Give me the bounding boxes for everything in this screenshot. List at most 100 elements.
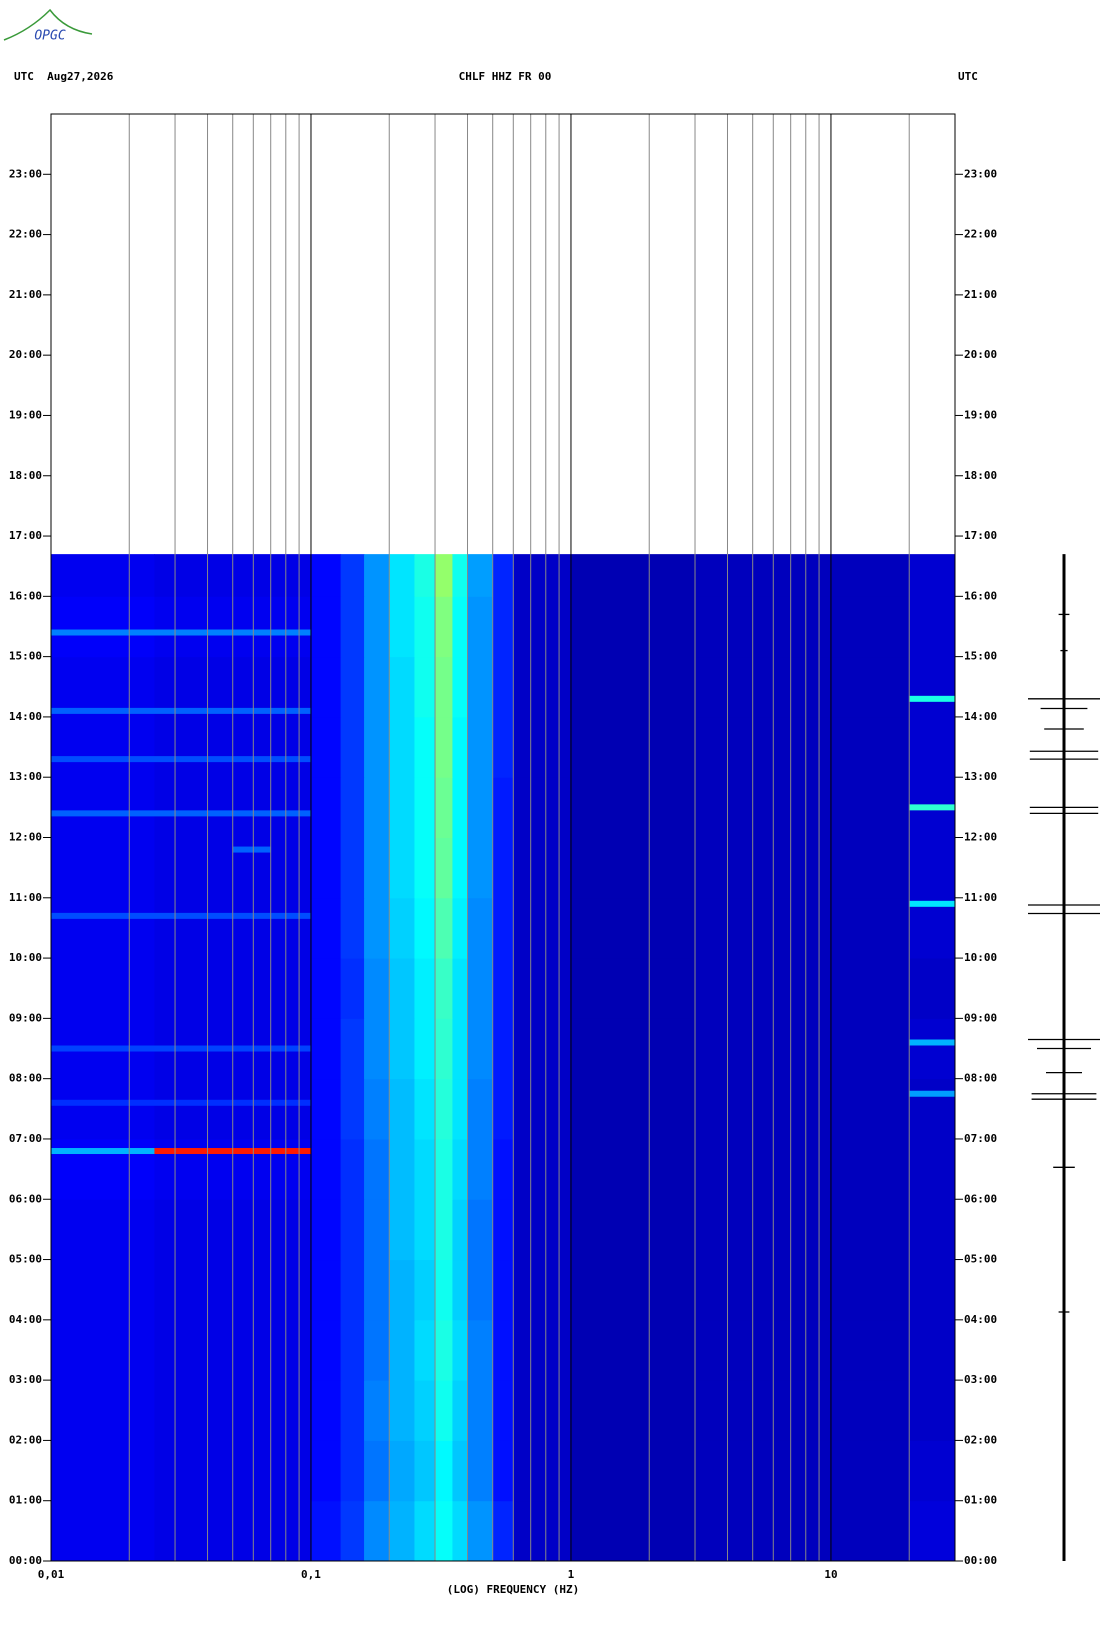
x-tick-label: 10 [824, 1568, 837, 1581]
y-tick-label: 09:00 [964, 1011, 997, 1024]
spectrogram-cell [452, 1199, 469, 1261]
spectrogram-cell [570, 656, 696, 718]
spectrogram-cell [232, 958, 312, 1019]
spectrogram-cell [452, 596, 469, 658]
spectrogram-cell [570, 1078, 696, 1140]
spectrogram-cell [364, 554, 390, 597]
y-tick-label: 14:00 [964, 710, 997, 723]
spectrogram-cell [492, 716, 514, 778]
spectrogram-cell [570, 1380, 696, 1441]
spectrogram-cell [492, 1319, 514, 1381]
spectrogram-cell [154, 716, 234, 778]
spectrogram-cell [452, 656, 469, 718]
spectrogram-cell [467, 1500, 494, 1562]
spectrogram-cell [154, 1380, 234, 1441]
y-tick-label: 06:00 [964, 1192, 997, 1205]
spectrogram-cell [513, 1380, 572, 1441]
spectrogram-cell [389, 1500, 415, 1562]
spectrogram-cell [389, 1259, 415, 1321]
y-tick-label: 16:00 [9, 589, 42, 602]
spectrogram-cell [695, 958, 910, 1019]
spectrogram-cell [452, 1380, 469, 1441]
spectrogram-cell [909, 1319, 956, 1381]
y-tick-label: 12:00 [9, 831, 42, 844]
y-tick-label: 23:00 [9, 167, 42, 180]
y-tick-label: 04:00 [9, 1313, 42, 1326]
spectral-line [51, 810, 311, 817]
spectrogram-cell [695, 716, 910, 778]
spectrogram-cell [435, 716, 453, 778]
y-tick-label: 12:00 [964, 831, 997, 844]
spectrogram-cell [513, 897, 572, 959]
spectrogram-cell [389, 958, 415, 1019]
spectrogram-cell [513, 1500, 572, 1562]
spectrogram-cell [435, 1380, 453, 1441]
spectrogram-cell [452, 837, 469, 899]
y-tick-label: 07:00 [964, 1132, 997, 1145]
spectrogram-cell [364, 1259, 390, 1321]
spectrogram-cell [340, 1138, 365, 1200]
spectrogram-cell [492, 1259, 514, 1321]
spectrogram-cell [435, 1078, 453, 1140]
x-axis-label: (LOG) FREQUENCY (HZ) [447, 1583, 579, 1596]
spectrogram-cell [909, 716, 956, 778]
spectrogram-cell [51, 716, 155, 778]
spectrogram-cell [340, 897, 365, 959]
y-tick-label: 08:00 [9, 1072, 42, 1085]
y-tick-label: 17:00 [964, 529, 997, 542]
logo-arc [3, 8, 93, 41]
spectrogram-cell [452, 897, 469, 959]
spectrogram-cell [154, 1259, 234, 1321]
spectrogram-cell [909, 656, 956, 718]
spectrogram-cell [435, 897, 453, 959]
y-tick-label: 21:00 [964, 288, 997, 301]
spectrogram-cell [435, 837, 453, 899]
spectrogram-cell [51, 1500, 155, 1562]
spectrogram-cell [414, 656, 436, 718]
spectrogram-cell [435, 596, 453, 658]
spectrogram-cell [414, 1440, 436, 1502]
spectrogram-cell [364, 777, 390, 838]
spectrogram-cell [232, 1500, 312, 1562]
spectrogram-cell [467, 958, 494, 1019]
y-tick-label: 10:00 [9, 951, 42, 964]
spectrogram-cell [389, 716, 415, 778]
spectral-line [909, 695, 955, 702]
spectrogram-cell [310, 716, 342, 778]
spectrogram-cell [310, 596, 342, 658]
spectrogram-cell [435, 656, 453, 718]
spectrogram-cell [695, 554, 910, 597]
spectrogram-cell [414, 1078, 436, 1140]
spectrogram-cell [364, 1440, 390, 1502]
spectrogram-cell [232, 554, 312, 597]
y-tick-label: 11:00 [9, 891, 42, 904]
spectrogram-cell [570, 1138, 696, 1200]
y-tick-label: 01:00 [9, 1494, 42, 1507]
spectrogram-cell [364, 656, 390, 718]
spectrogram-cell [435, 777, 453, 838]
spectrogram-cell [340, 958, 365, 1019]
spectrogram-cell [513, 596, 572, 658]
spectrogram-cell [232, 1259, 312, 1321]
y-tick-label: 13:00 [9, 770, 42, 783]
spectral-line [51, 1045, 311, 1052]
spectrogram-cell [154, 1078, 234, 1140]
spectrogram-cell [310, 777, 342, 838]
spectrogram-cell [154, 1319, 234, 1381]
spectrogram-cell [467, 897, 494, 959]
spectrogram-cell [467, 1199, 494, 1261]
y-tick-label: 21:00 [9, 288, 42, 301]
spectrogram-cell [51, 1259, 155, 1321]
spectrogram-cell [340, 1440, 365, 1502]
spectrogram-cell [467, 1018, 494, 1080]
spectrogram-cell [154, 1199, 234, 1261]
spectrogram-cell [154, 1500, 234, 1562]
spectrogram-cell [909, 1259, 956, 1321]
spectrogram-cell [310, 897, 342, 959]
spectrogram-cell [909, 554, 956, 597]
spectrogram-cell [452, 554, 469, 597]
spectrogram-cell [414, 777, 436, 838]
spectrogram-cell [513, 777, 572, 838]
spectrogram-cell [340, 1500, 365, 1562]
